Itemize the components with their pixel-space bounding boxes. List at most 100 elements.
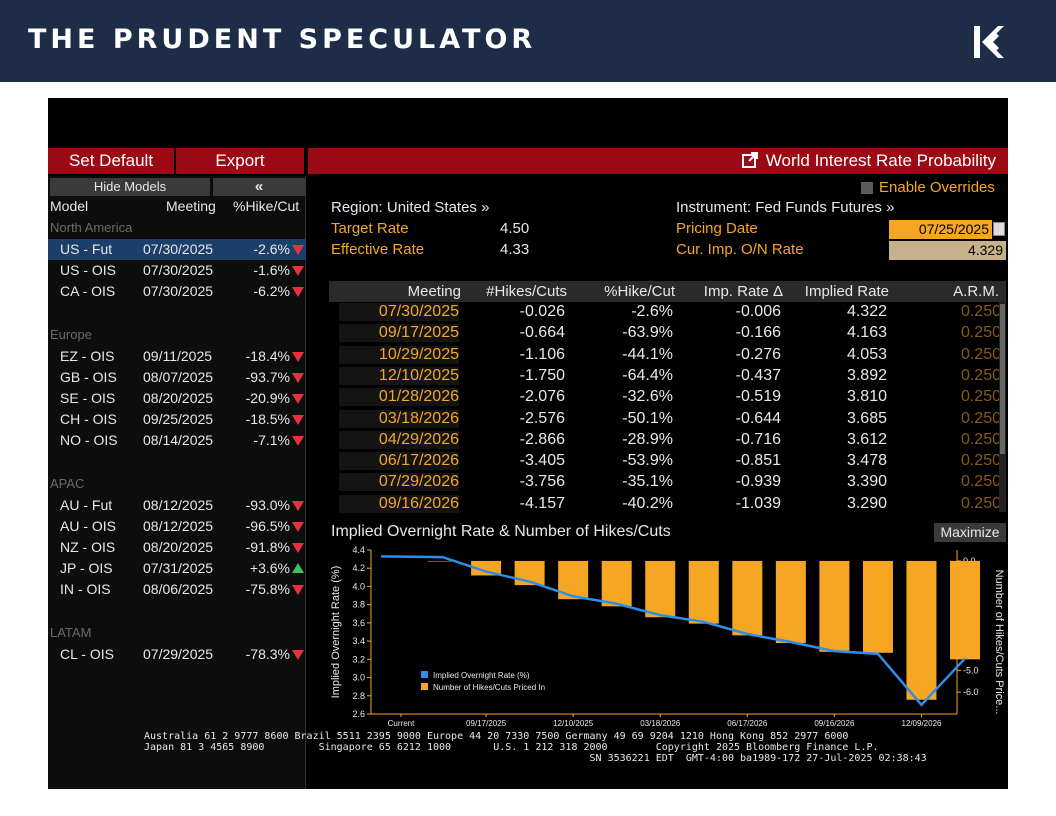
collapse-icon[interactable]: «	[213, 178, 305, 196]
table-row[interactable]: 09/16/2026 -4.157 -40.2% -1.039 3.290 0.250	[329, 494, 1001, 515]
hike-pct: -18.4%	[245, 347, 290, 364]
enable-overrides-label: Enable Overrides	[879, 179, 995, 196]
enable-overrides-checkbox[interactable]	[861, 182, 873, 194]
column-header[interactable]: Imp. Rate Δ	[703, 283, 783, 300]
model-row[interactable]: AU - Fut 08/12/2025 -93.0%	[48, 495, 306, 516]
region-selector[interactable]: Region: United States »	[331, 199, 490, 216]
table-cell: -0.716	[735, 430, 781, 448]
table-cell: -2.6%	[631, 303, 673, 320]
hike-pct: -18.5%	[245, 411, 290, 428]
left-tick-label: 2.6	[352, 709, 365, 719]
group-label: LATAM	[50, 624, 92, 640]
model-row[interactable]: CH - OIS 09/25/2025 -18.5%	[48, 409, 306, 430]
legend-swatch-bars	[421, 683, 428, 690]
model-name: NO - OIS	[60, 432, 118, 449]
set-default-button[interactable]: Set Default	[48, 148, 176, 174]
chart-title: Implied Overnight Rate & Number of Hikes…	[331, 523, 671, 540]
meeting-date: 08/12/2025	[143, 496, 214, 513]
model-name: US - Fut	[60, 241, 113, 257]
model-row[interactable]: CA - OIS 07/30/2025 -6.2%	[48, 281, 306, 302]
model-row[interactable]: US - OIS 07/30/2025 -1.6%	[48, 260, 306, 281]
calendar-icon[interactable]	[993, 222, 1005, 236]
meeting-date: 09/25/2025	[143, 411, 214, 428]
meeting-date: 08/14/2025	[143, 432, 214, 449]
export-button[interactable]: Export	[176, 148, 306, 174]
cur-imp-rate-label: Cur. Imp. O/N Rate	[676, 241, 804, 258]
meeting-date: 08/20/2025	[143, 539, 214, 555]
left-tick-label: 4.4	[352, 545, 365, 555]
model-name: AU - OIS	[60, 517, 117, 534]
table-cell: 4.053	[846, 345, 887, 363]
arrow-down-icon	[292, 372, 304, 383]
table-row[interactable]: 07/30/2025 -0.026 -2.6% -0.006 4.322 0.250	[329, 302, 1001, 323]
arrow-down-icon	[292, 649, 304, 660]
bar	[471, 560, 502, 576]
table-cell: 0.250	[960, 494, 1001, 512]
col-header-meeting: Meeting	[166, 198, 216, 214]
model-row[interactable]: AU - OIS 08/12/2025 -96.5%	[48, 516, 306, 537]
external-link-icon[interactable]	[741, 152, 758, 168]
left-tick-label: 3.8	[352, 600, 365, 610]
table-row[interactable]: 03/18/2026 -2.576 -50.1% -0.644 3.685 0.250	[329, 409, 1001, 430]
model-row[interactable]: EZ - OIS 09/11/2025 -18.4%	[48, 346, 306, 367]
model-row[interactable]: IN - OIS 08/06/2025 -75.8%	[48, 579, 306, 600]
table-cell: 04/29/2026	[338, 430, 459, 449]
table-cell: -3.405	[519, 452, 565, 470]
right-tick-label: -6.0	[963, 687, 979, 697]
rate-chart: 2.6 2.8 3.0 3.2 3.4 3.6 3.8 4.0 4.2 4.4 Implied Ov…	[330, 545, 1005, 728]
hike-pct: -1.6%	[253, 262, 290, 279]
column-header[interactable]: Meeting	[407, 283, 461, 300]
table-cell: 0.250	[960, 388, 1001, 406]
scrollbar[interactable]	[999, 302, 1006, 512]
table-cell: -0.644	[735, 409, 781, 427]
model-row[interactable]: GB - OIS 08/07/2025 -93.7%	[48, 367, 306, 388]
column-header[interactable]: Implied Rate	[804, 283, 889, 300]
x-tick-label: Current	[388, 719, 415, 728]
meeting-date: 07/29/2025	[143, 645, 214, 662]
col-header-model: Model	[50, 198, 89, 214]
table-cell: 4.163	[846, 324, 887, 342]
table-cell: -2.576	[519, 409, 565, 427]
column-header[interactable]: A.R.M.	[953, 283, 999, 300]
model-row[interactable]: CL - OIS 07/29/2025 -78.3%	[48, 644, 306, 665]
meeting-date: 07/30/2025	[143, 283, 214, 300]
table-cell: -0.437	[735, 366, 781, 384]
pricing-date-input[interactable]: 07/25/2025	[889, 220, 992, 239]
hike-pct: -20.9%	[245, 390, 290, 406]
table-row[interactable]: 12/10/2025 -1.750 -64.4% -0.437 3.892 0.250	[329, 366, 1001, 387]
table-cell: 06/17/2026	[338, 452, 459, 471]
model-name: CH - OIS	[60, 411, 117, 428]
right-tick-label: -5.0	[963, 665, 979, 675]
hike-pct: -6.2%	[253, 283, 290, 300]
col-header-hike: %Hike/Cut	[233, 198, 300, 214]
left-tick-label: 3.4	[352, 636, 365, 646]
scrollbar-thumb[interactable]	[1000, 304, 1005, 454]
table-row[interactable]: 04/29/2026 -2.866 -28.9% -0.716 3.612 0.250	[329, 430, 1001, 451]
table-cell: 10/29/2025	[338, 345, 459, 364]
meeting-date: 08/07/2025	[143, 368, 214, 385]
model-row[interactable]: NO - OIS 08/14/2025 -7.1%	[48, 430, 306, 451]
maximize-button[interactable]: Maximize	[934, 523, 1006, 542]
hide-models-button[interactable]: Hide Models	[50, 178, 210, 196]
table-cell: 0.250	[960, 430, 1001, 448]
model-row[interactable]: SE - OIS 08/20/2025 -20.9%	[48, 388, 306, 409]
table-row[interactable]: 07/29/2026 -3.756 -35.1% -0.939 3.390 0.250	[329, 472, 1001, 493]
chart-panel: Implied Overnight Rate & Number of Hikes…	[329, 521, 1006, 729]
model-row[interactable]: NZ - OIS 08/20/2025 -91.8%	[48, 537, 306, 558]
group-label: North America	[50, 220, 133, 235]
instrument-selector[interactable]: Instrument: Fed Funds Futures »	[676, 199, 895, 216]
table-cell: 01/28/2026	[338, 388, 459, 407]
table-row[interactable]: 01/28/2026 -2.076 -32.6% -0.519 3.810 0.250	[329, 387, 1001, 408]
column-header[interactable]: %Hike/Cut	[604, 283, 675, 300]
left-tick-label: 3.0	[352, 673, 365, 683]
model-row[interactable]: JP - OIS 07/31/2025 +3.6%	[48, 558, 306, 579]
table-row[interactable]: 09/17/2025 -0.664 -63.9% -0.166 4.163 0.250	[329, 323, 1001, 344]
table-row[interactable]: 06/17/2026 -3.405 -53.9% -0.851 3.478 0.250	[329, 451, 1001, 472]
footer-contacts: Australia 61 2 9777 8600 Brazil 5511 239…	[144, 731, 927, 764]
cur-imp-rate-input[interactable]: 4.329	[889, 241, 1006, 260]
table-row[interactable]: 10/29/2025 -1.106 -44.1% -0.276 4.053 0.250	[329, 345, 1001, 366]
model-row[interactable]: US - Fut 07/30/2025 -2.6%	[48, 239, 306, 260]
table-cell: 03/18/2026	[338, 409, 459, 428]
column-header[interactable]: #Hikes/Cuts	[486, 283, 567, 300]
toolbar: Set Default Export World Interest Rate P…	[48, 148, 1008, 174]
